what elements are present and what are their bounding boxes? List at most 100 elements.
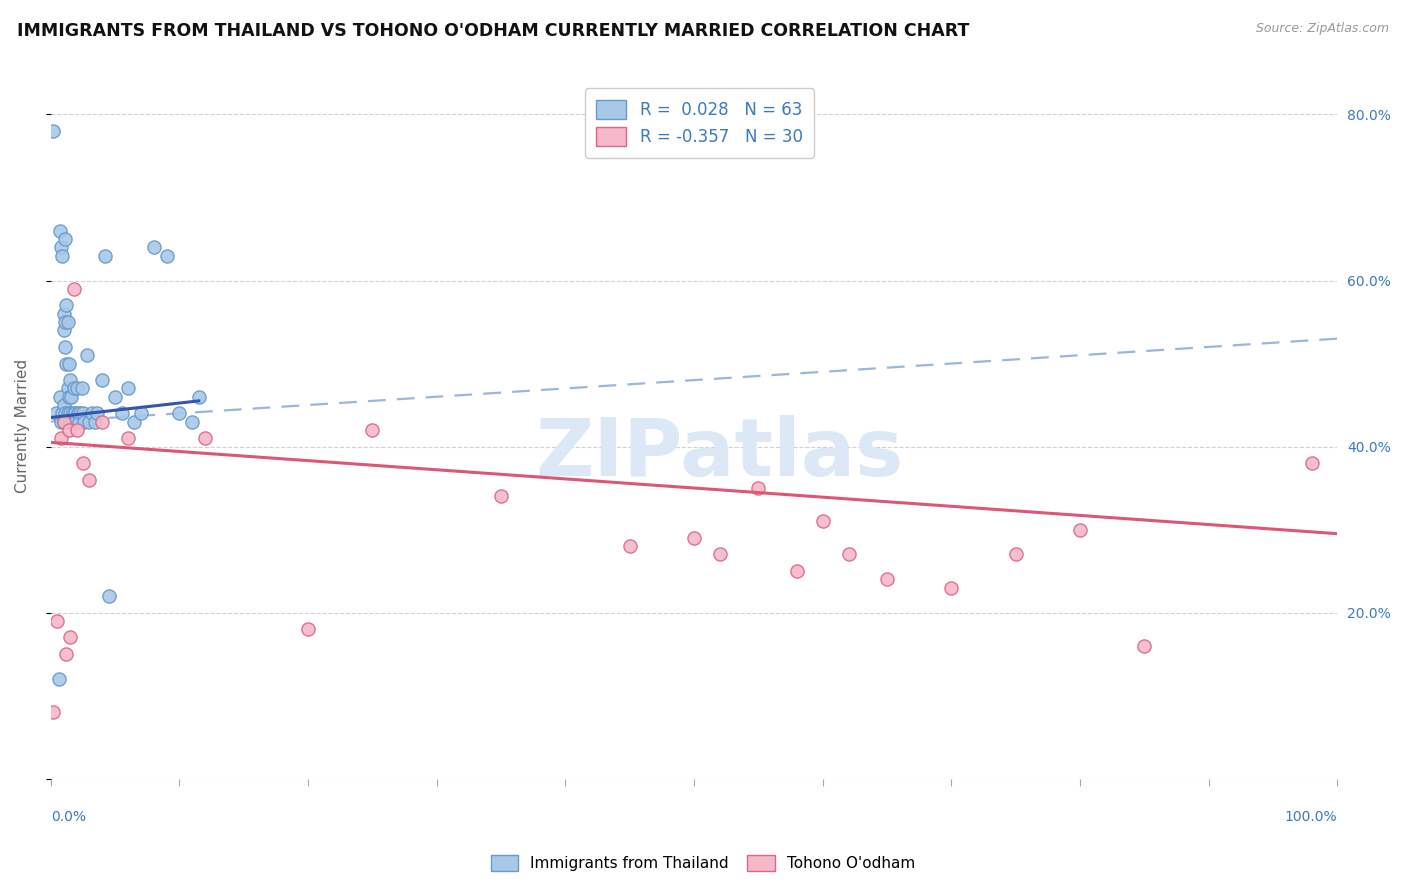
Point xyxy=(67,415,90,429)
Point xyxy=(63,282,86,296)
Point xyxy=(59,415,82,429)
Y-axis label: Currently Married: Currently Married xyxy=(15,359,30,493)
Point xyxy=(72,456,94,470)
Point xyxy=(110,406,132,420)
Point xyxy=(52,398,75,412)
Point xyxy=(51,406,73,420)
Point xyxy=(941,581,963,595)
Point xyxy=(747,481,769,495)
Point xyxy=(1069,523,1091,537)
Point xyxy=(42,705,65,719)
Point xyxy=(117,381,139,395)
Point xyxy=(52,307,75,321)
Text: 0.0%: 0.0% xyxy=(51,810,86,824)
Text: IMMIGRANTS FROM THAILAND VS TOHONO O'ODHAM CURRENTLY MARRIED CORRELATION CHART: IMMIGRANTS FROM THAILAND VS TOHONO O'ODH… xyxy=(17,22,969,40)
Point xyxy=(69,406,91,420)
Point xyxy=(56,406,79,420)
Point xyxy=(709,548,731,562)
Point xyxy=(811,514,834,528)
Point xyxy=(489,489,512,503)
Point xyxy=(55,298,77,312)
Text: ZIPatlas: ZIPatlas xyxy=(536,415,904,493)
Point xyxy=(1301,456,1323,470)
Point xyxy=(59,631,82,645)
Point xyxy=(48,672,70,686)
Point xyxy=(49,415,72,429)
Point xyxy=(53,406,76,420)
Point xyxy=(55,415,77,429)
Point xyxy=(49,224,72,238)
Legend: Immigrants from Thailand, Tohono O'odham: Immigrants from Thailand, Tohono O'odham xyxy=(485,849,921,877)
Point xyxy=(56,381,79,395)
Point xyxy=(79,473,101,487)
Point xyxy=(361,423,384,437)
Point xyxy=(65,423,87,437)
Point xyxy=(65,415,87,429)
Point xyxy=(49,390,72,404)
Point xyxy=(876,572,898,586)
Point xyxy=(837,548,859,562)
Point xyxy=(1133,639,1156,653)
Point xyxy=(129,406,152,420)
Text: 100.0%: 100.0% xyxy=(1285,810,1337,824)
Point xyxy=(59,373,82,387)
Point xyxy=(104,390,127,404)
Point xyxy=(62,415,84,429)
Point xyxy=(181,415,204,429)
Point xyxy=(63,381,86,395)
Point xyxy=(156,249,179,263)
Point xyxy=(86,406,108,420)
Point xyxy=(91,415,114,429)
Point xyxy=(63,415,86,429)
Point xyxy=(619,539,641,553)
Point xyxy=(80,406,103,420)
Point xyxy=(142,240,165,254)
Point xyxy=(56,315,79,329)
Point xyxy=(58,423,80,437)
Point xyxy=(53,340,76,354)
Point xyxy=(52,415,75,429)
Point xyxy=(42,124,65,138)
Point xyxy=(58,415,80,429)
Point xyxy=(60,390,83,404)
Point xyxy=(58,390,80,404)
Point xyxy=(55,357,77,371)
Legend: R =  0.028   N = 63, R = -0.357   N = 30: R = 0.028 N = 63, R = -0.357 N = 30 xyxy=(585,88,814,158)
Point xyxy=(94,249,117,263)
Point xyxy=(76,348,98,362)
Point xyxy=(53,315,76,329)
Point xyxy=(49,240,72,254)
Point xyxy=(169,406,191,420)
Point xyxy=(53,232,76,246)
Point xyxy=(49,431,72,445)
Point xyxy=(52,415,75,429)
Point xyxy=(786,564,808,578)
Point xyxy=(70,381,93,395)
Text: Source: ZipAtlas.com: Source: ZipAtlas.com xyxy=(1256,22,1389,36)
Point xyxy=(56,415,79,429)
Point xyxy=(62,406,84,420)
Point xyxy=(55,647,77,661)
Point xyxy=(46,614,69,628)
Point xyxy=(194,431,217,445)
Point xyxy=(79,415,101,429)
Point xyxy=(297,622,319,636)
Point xyxy=(72,406,94,420)
Point xyxy=(187,390,209,404)
Point xyxy=(683,531,706,545)
Point xyxy=(1004,548,1026,562)
Point xyxy=(60,415,83,429)
Point xyxy=(83,415,105,429)
Point xyxy=(58,357,80,371)
Point xyxy=(124,415,146,429)
Point xyxy=(45,406,67,420)
Point xyxy=(97,589,120,603)
Point xyxy=(73,415,96,429)
Point xyxy=(52,323,75,337)
Point xyxy=(66,406,89,420)
Point xyxy=(51,249,73,263)
Point xyxy=(91,373,114,387)
Point xyxy=(59,406,82,420)
Point xyxy=(65,381,87,395)
Point xyxy=(65,406,87,420)
